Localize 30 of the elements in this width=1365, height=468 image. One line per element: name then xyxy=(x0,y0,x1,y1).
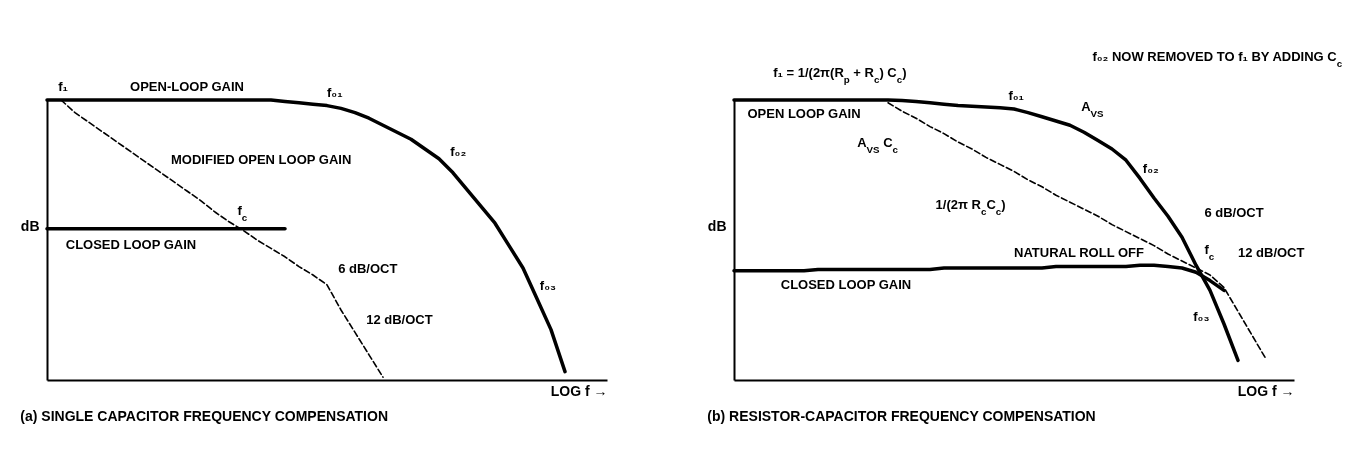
x-axis-title: LOG f → xyxy=(1237,382,1295,399)
annotation: NATURAL ROLL OFF xyxy=(1014,244,1145,260)
text: (a) SINGLE CAPACITOR FREQUENCY COMPENSATION xyxy=(20,408,389,424)
annotation: f$_{c}$ xyxy=(1204,241,1215,262)
y-axis-title: dB xyxy=(707,217,727,234)
x-axis-title: LOG f → xyxy=(550,382,608,399)
annotation: f$_{c}$ xyxy=(237,202,248,223)
annotation: f₀₂ xyxy=(1142,160,1159,176)
series-label: CLOSED LOOP GAIN xyxy=(65,236,197,252)
annotation: f₀₁ xyxy=(1008,87,1024,103)
annotation: 12 dB/OCT xyxy=(366,311,433,327)
y-axis-title: dB xyxy=(20,217,40,234)
series-label: CLOSED LOOP GAIN xyxy=(780,277,912,293)
annotation: f₀₂ xyxy=(450,143,467,159)
annotation: f₀₁ xyxy=(327,85,343,100)
text: f₁ = 1/(2π(R$_{p}$ + R$_{c}$) C$_{c}$) xyxy=(773,65,907,85)
annotation: 6 dB/OCT xyxy=(1204,205,1264,221)
annotation: 12 dB/OCT xyxy=(1238,244,1305,260)
annotation: A$_{VS}$ xyxy=(1081,99,1105,119)
series-label: OPEN-LOOP GAIN xyxy=(130,79,244,94)
annotation: f₀₃ xyxy=(1193,309,1210,324)
text: (b) RESISTOR-CAPACITOR FREQUENCY COMPENSATION xyxy=(707,408,1096,424)
annotation: f₀₃ xyxy=(539,278,556,294)
series-label: OPEN LOOP GAIN xyxy=(747,106,861,121)
text: f₁ xyxy=(58,79,68,95)
text: f₀₂ NOW REMOVED TO f₁ BY ADDING C$_{c}$ xyxy=(1092,48,1343,69)
annotation: 6 dB/OCT xyxy=(338,261,398,277)
annotation: 1/(2π R$_{c}$C$_{c}$) xyxy=(935,197,1006,217)
annotation: A$_{VS}$ C$_{c}$ xyxy=(857,135,899,155)
series-label: MODIFIED OPEN LOOP GAIN xyxy=(171,152,352,168)
